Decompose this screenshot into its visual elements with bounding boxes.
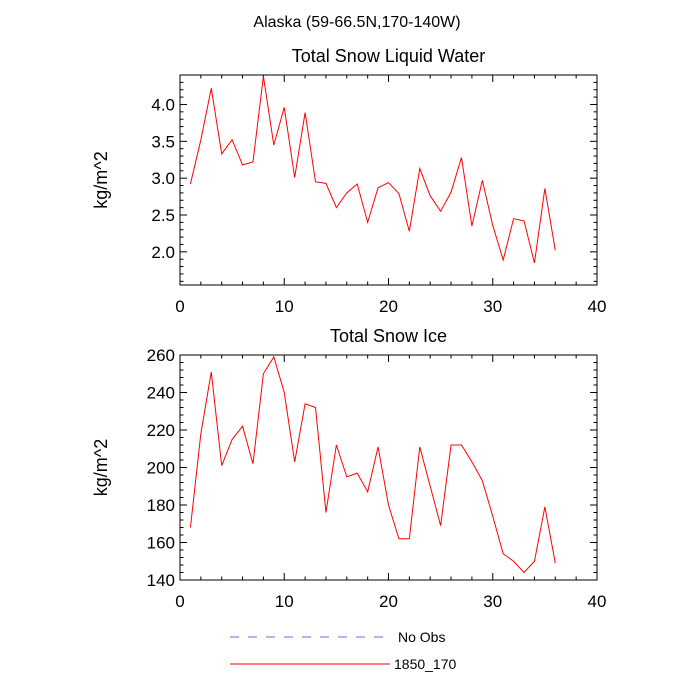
x-tick-label: 20 [379, 592, 398, 611]
series-line-1850_170 [189, 76, 556, 264]
figure-title: Alaska (59-66.5N,170-140W) [253, 14, 460, 31]
plot-frame [179, 354, 598, 581]
y-tick-label: 180 [147, 496, 175, 515]
legend-label-1: No Obs [398, 629, 445, 645]
x-tick-label: 30 [483, 592, 502, 611]
y-tick-label: 240 [147, 384, 175, 403]
legend-label-2: 1850_170 [394, 656, 457, 672]
y-tick-label: 3.0 [151, 169, 175, 188]
y-tick-label: 4.0 [151, 95, 175, 114]
plot-title: Total Snow Liquid Water [292, 46, 485, 66]
plot-title: Total Snow Ice [330, 326, 447, 346]
y-axis-label: kg/m^2 [91, 151, 111, 208]
x-tick-label: 10 [275, 592, 294, 611]
chart-panel-1: Total Snow Liquid Water 0 10 20 30 40 2.0 2.5 3.… [91, 46, 606, 316]
y-tick-label: 200 [147, 459, 175, 478]
y-tick-label: 260 [147, 346, 175, 365]
y-tick-label: 140 [147, 571, 175, 590]
x-tick-label: 10 [275, 297, 294, 316]
chart-panels: Total Snow Liquid Water 0 10 20 30 40 2.0 2.5 3.… [91, 46, 606, 611]
y-tick-label: 2.0 [151, 243, 175, 262]
chart-panel-2: Total Snow Ice 0 10 20 30 40 140 160 180 200 220 24… [91, 326, 606, 611]
y-tick-label: 3.5 [151, 132, 175, 151]
y-tick-label: 2.5 [151, 206, 175, 225]
x-tick-label: 40 [588, 297, 607, 316]
plot-frame [179, 74, 598, 286]
y-axis-label: kg/m^2 [91, 439, 111, 496]
y-tick-label: 220 [147, 421, 175, 440]
legend: No Obs 1850_170 [230, 629, 457, 672]
series-line-1850_170 [189, 355, 556, 574]
y-tick-label: 160 [147, 534, 175, 553]
x-tick-label: 30 [483, 297, 502, 316]
x-tick-label: 20 [379, 297, 398, 316]
x-tick-label: 40 [588, 592, 607, 611]
x-tick-label: 0 [175, 297, 184, 316]
x-tick-label: 0 [175, 592, 184, 611]
